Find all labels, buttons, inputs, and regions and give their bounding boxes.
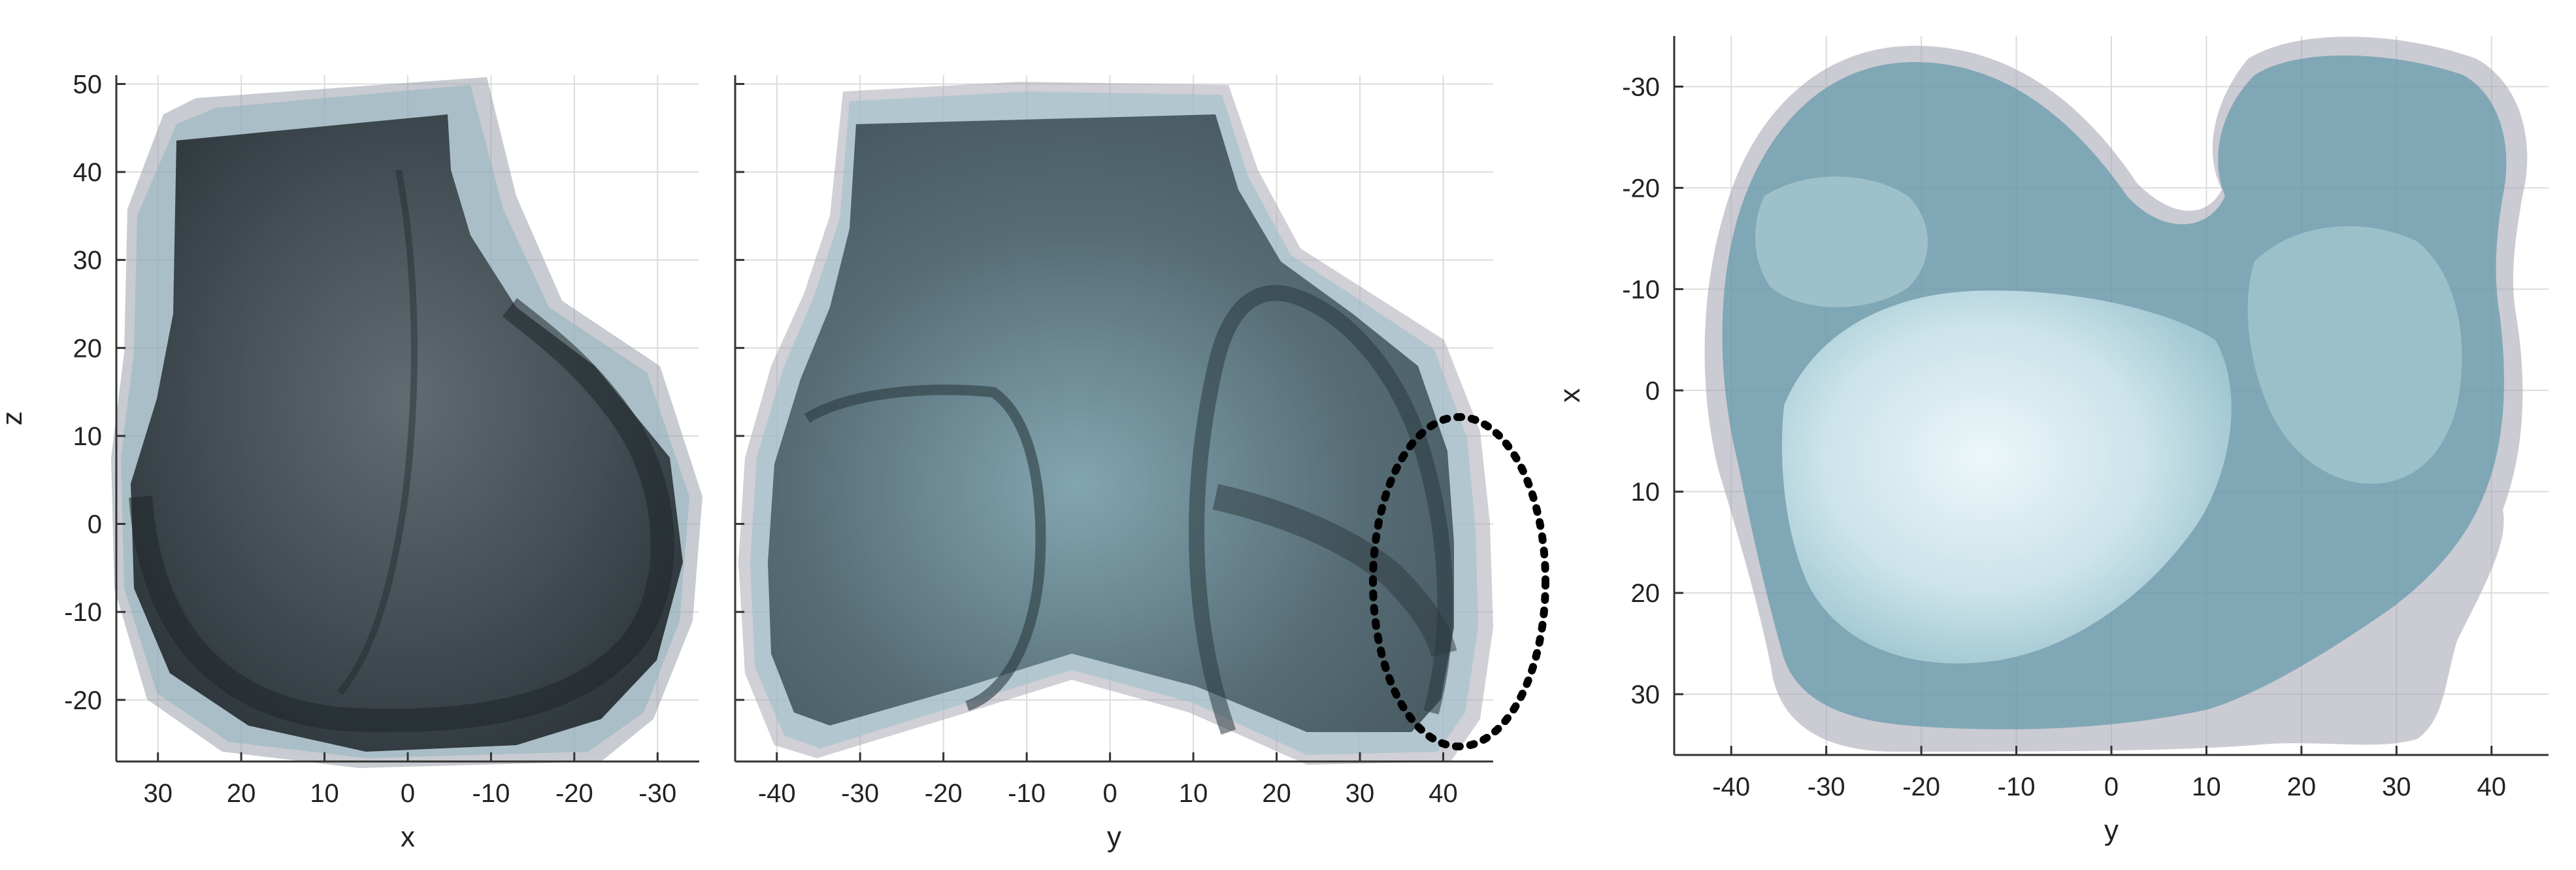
x-tick-label: -20 bbox=[555, 779, 593, 808]
panel-yz-shape bbox=[738, 82, 1493, 765]
y-tick-label: 30 bbox=[1631, 680, 1660, 709]
x-tick-label: -20 bbox=[1902, 773, 1940, 801]
x-tick-label: 10 bbox=[310, 779, 339, 808]
x-tick-label: -20 bbox=[925, 779, 963, 808]
notch-band bbox=[1212, 484, 1457, 658]
panel-yz: -40 -30 -20 -10 0 10 20 30 40 y bbox=[734, 75, 1549, 853]
panel-xz-axes: 30 20 10 0 -10 -20 -30 50 40 30 20 10 0 -10 -20 x z bbox=[0, 70, 699, 853]
x-axis-label: y bbox=[2104, 814, 2119, 846]
x-tick-label: 0 bbox=[2104, 773, 2119, 801]
x-tick-label: -10 bbox=[472, 779, 510, 808]
panel-xz-shape bbox=[111, 77, 702, 768]
x-axis-label: y bbox=[1107, 821, 1121, 853]
x-tick-label: 10 bbox=[2192, 773, 2221, 801]
x-tick-label: 30 bbox=[143, 779, 173, 808]
y-tick-label: 30 bbox=[73, 246, 103, 275]
y-tick-label: 10 bbox=[1631, 478, 1660, 507]
x-tick-label: 0 bbox=[401, 779, 415, 808]
x-tick-label: 20 bbox=[227, 779, 256, 808]
panel-yz-axes: -40 -30 -20 -10 0 10 20 30 40 y bbox=[734, 75, 1493, 853]
medial-condyle-light bbox=[1781, 290, 2232, 664]
x-tick-label: 10 bbox=[1179, 779, 1208, 808]
x-tick-label: 0 bbox=[1103, 779, 1117, 808]
y-tick-label: 10 bbox=[73, 422, 103, 451]
x-tick-label: -10 bbox=[1008, 779, 1046, 808]
condyle-outline-lateral bbox=[1189, 285, 1453, 735]
x-tick-label: 20 bbox=[1262, 779, 1291, 808]
panel-yx: -40 -30 -20 -10 0 10 20 30 40 -30 -20 -10 0 10 20 30 y x bbox=[1554, 36, 2549, 846]
y-tick-label: 20 bbox=[1631, 579, 1660, 608]
bone-shape-dark bbox=[131, 114, 683, 752]
panel-yx-shape bbox=[1704, 37, 2528, 752]
x-tick-label: -40 bbox=[758, 779, 796, 808]
y-tick-label: 50 bbox=[73, 70, 103, 99]
x-tick-label: 40 bbox=[2477, 773, 2506, 801]
y-tick-label: 0 bbox=[1645, 376, 1660, 405]
y-tick-label: -10 bbox=[1622, 275, 1660, 304]
y-tick-label: -30 bbox=[1622, 73, 1660, 101]
y-tick-label: 20 bbox=[73, 334, 103, 363]
y-tick-label: -10 bbox=[64, 598, 102, 627]
y-tick-label: -20 bbox=[1622, 174, 1660, 203]
x-tick-label: -30 bbox=[841, 779, 879, 808]
bone-shape-dark bbox=[768, 114, 1454, 732]
x-tick-label: -40 bbox=[1712, 773, 1750, 801]
y-axis-label: z bbox=[0, 411, 28, 426]
highlight-ellipse bbox=[1369, 413, 1549, 750]
x-tick-label: 30 bbox=[1346, 779, 1375, 808]
panel-yx-axes: -40 -30 -20 -10 0 10 20 30 40 -30 -20 -10 0 10 20 30 y x bbox=[1554, 36, 2549, 846]
lateral-condyle-highlight bbox=[2247, 226, 2462, 484]
inner-edge bbox=[337, 169, 418, 695]
y-tick-label: 40 bbox=[73, 158, 103, 187]
x-tick-label: -10 bbox=[1998, 773, 2036, 801]
condyle-rim bbox=[129, 297, 674, 733]
x-tick-label: 20 bbox=[2287, 773, 2317, 801]
x-tick-label: 40 bbox=[1428, 779, 1458, 808]
x-tick-label: -30 bbox=[638, 779, 676, 808]
x-axis-label: x bbox=[401, 821, 415, 853]
medial-condyle-highlight bbox=[1755, 176, 1928, 307]
y-tick-label: -20 bbox=[64, 686, 102, 715]
x-tick-label: 30 bbox=[2382, 773, 2411, 801]
panel-xz: 30 20 10 0 -10 -20 -30 50 40 30 20 10 0 -10 -20 x z bbox=[0, 70, 702, 853]
x-tick-label: -30 bbox=[1808, 773, 1845, 801]
y-axis-label: x bbox=[1554, 388, 1586, 403]
y-tick-label: 0 bbox=[88, 510, 102, 539]
condyle-outline-medial bbox=[804, 384, 1046, 711]
